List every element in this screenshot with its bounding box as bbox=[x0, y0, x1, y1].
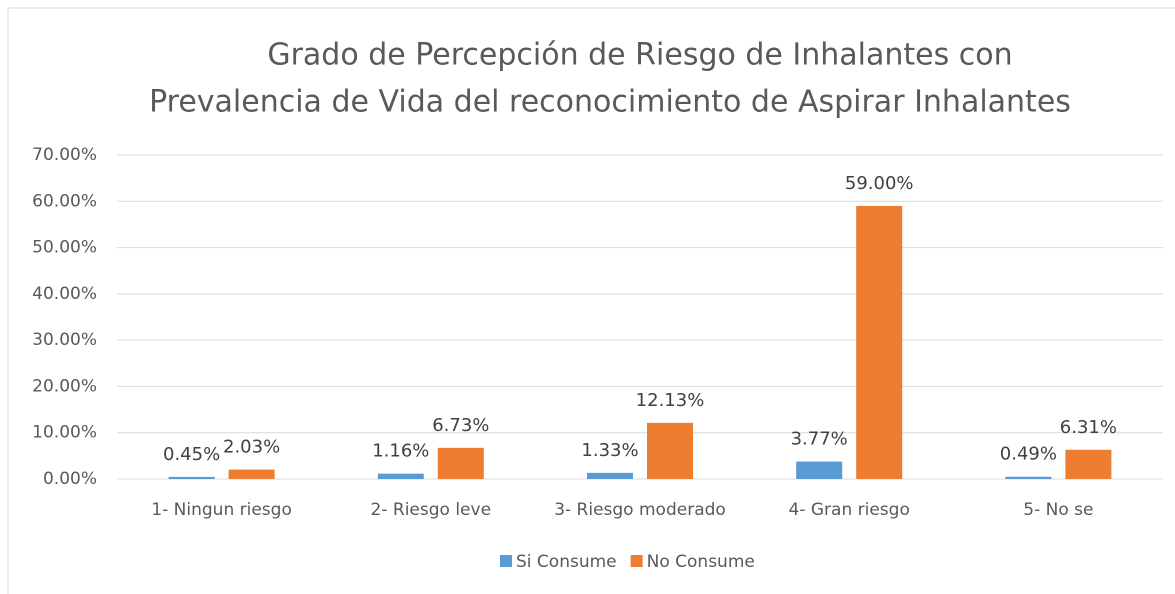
x-tick-label: 1- Ningun riesgo bbox=[151, 500, 292, 520]
value-label: 1.16% bbox=[372, 441, 429, 462]
bar bbox=[168, 476, 215, 479]
y-tick-label: 70.00% bbox=[32, 145, 97, 165]
y-tick-label: 40.00% bbox=[32, 284, 97, 304]
y-tick-label: 50.00% bbox=[32, 238, 97, 258]
value-label: 12.13% bbox=[636, 390, 705, 411]
y-tick-label: 10.00% bbox=[32, 423, 97, 443]
x-tick-label: 4- Gran riesgo bbox=[789, 500, 910, 520]
x-tick-label: 3- Riesgo moderado bbox=[554, 500, 726, 520]
legend-label: Si Consume bbox=[516, 552, 617, 572]
chart-border bbox=[7, 7, 1175, 594]
chart-title: Grado de Percepción de Riesgo de Inhalan… bbox=[267, 38, 1012, 73]
value-label: 59.00% bbox=[845, 173, 914, 194]
value-label: 2.03% bbox=[223, 437, 280, 458]
legend-label: No Consume bbox=[647, 552, 755, 572]
y-tick-label: 30.00% bbox=[32, 330, 97, 350]
value-label: 0.45% bbox=[163, 444, 220, 465]
bar bbox=[437, 447, 484, 479]
value-label: 1.33% bbox=[581, 440, 638, 461]
value-label: 3.77% bbox=[791, 429, 848, 450]
chart-title: Prevalencia de Vida del reconocimiento d… bbox=[149, 85, 1071, 120]
x-tick-label: 2- Riesgo leve bbox=[371, 500, 492, 520]
y-tick-label: 0.00% bbox=[43, 469, 97, 489]
bar bbox=[377, 473, 424, 479]
x-tick-label: 5- No se bbox=[1023, 500, 1093, 520]
value-label: 0.49% bbox=[1000, 444, 1057, 465]
bar bbox=[647, 422, 693, 479]
bar bbox=[1005, 476, 1052, 479]
bar bbox=[228, 469, 275, 479]
bar bbox=[796, 461, 843, 479]
legend-swatch bbox=[630, 555, 643, 567]
bar bbox=[587, 472, 633, 479]
y-tick-label: 60.00% bbox=[32, 191, 97, 211]
value-label: 6.31% bbox=[1060, 417, 1117, 438]
value-label: 6.73% bbox=[432, 415, 489, 436]
legend-swatch bbox=[500, 555, 512, 567]
y-tick-label: 20.00% bbox=[32, 376, 97, 396]
bar bbox=[856, 205, 903, 479]
bar bbox=[1065, 449, 1112, 479]
